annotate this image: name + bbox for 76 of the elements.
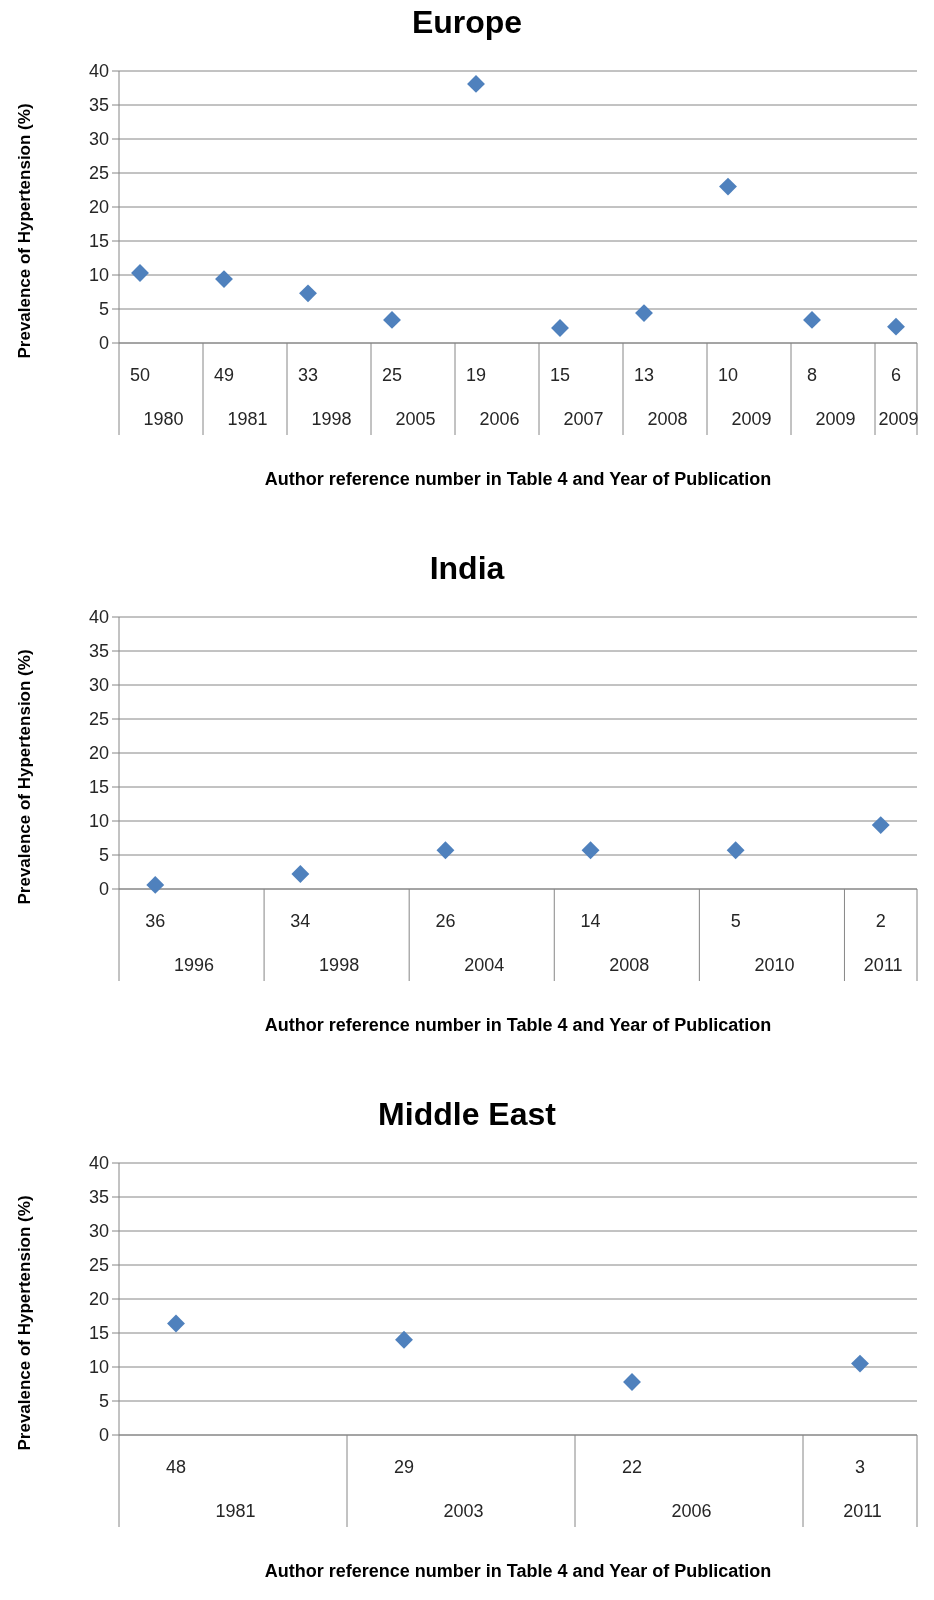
category-label: 36 1996 [145, 911, 215, 975]
point [436, 841, 455, 860]
y-tick-label: 20 [88, 743, 109, 764]
y-tick-label: 5 [98, 845, 109, 866]
category-label: 25 2005 [381, 365, 436, 429]
y-tick-label: 30 [88, 1221, 109, 1242]
y-tick-label: 25 [88, 709, 109, 730]
y-tick-label: 40 [88, 1153, 109, 1174]
y-tick-label: 0 [98, 879, 109, 900]
x-axis-title: Author reference number in Table 4 and Year of Publication [264, 469, 772, 489]
category-label: 33 1998 [297, 365, 352, 429]
y-tick-label: 10 [88, 265, 109, 286]
y-tick-label: 35 [88, 95, 109, 116]
point [887, 317, 905, 336]
y-tick-label: 15 [88, 777, 109, 798]
y-tick-label: 25 [88, 1255, 109, 1276]
point [803, 310, 821, 329]
y-tick-label: 40 [88, 607, 109, 628]
y-tick-label: 30 [88, 675, 109, 696]
x-axis-title: Author reference number in Table 4 and Year of Publication [264, 1015, 772, 1035]
y-axis-title: Prevalence of Hypertension (%) [15, 649, 34, 905]
category-label: 8 2009 [806, 365, 856, 429]
category-label: 15 2007 [549, 365, 604, 429]
y-tick-label: 10 [88, 811, 109, 832]
point [215, 270, 233, 289]
point [635, 304, 653, 323]
y-tick-label: 20 [88, 197, 109, 218]
chart-title: Europe [411, 4, 523, 40]
y-tick-label: 15 [88, 231, 109, 252]
y-tick-label: 5 [98, 299, 109, 320]
category-label: 50 1980 [129, 365, 184, 429]
point [299, 284, 317, 303]
y-tick-label: 0 [98, 1425, 109, 1446]
category-label: 29 2003 [393, 1457, 484, 1521]
category-label: 34 1998 [290, 911, 360, 975]
category-label: 3 2011 [843, 1457, 882, 1521]
chart-title: Middle East [378, 1096, 557, 1132]
point [291, 865, 310, 883]
category-label: 2 2011 [863, 911, 903, 975]
category-label: 22 2006 [621, 1457, 712, 1521]
point [719, 177, 737, 196]
y-tick-label: 35 [88, 641, 109, 662]
point [726, 841, 745, 860]
point [383, 310, 401, 329]
category-label: 14 2008 [580, 911, 650, 975]
y-tick-label: 5 [98, 1391, 109, 1412]
point [131, 264, 149, 282]
category-label: 13 2008 [633, 365, 688, 429]
category-label: 6 2009 [878, 365, 919, 429]
y-tick-label: 10 [88, 1357, 109, 1378]
y-tick-label: 20 [88, 1289, 109, 1310]
point [551, 319, 569, 337]
category-label: 49 1981 [213, 365, 268, 429]
category-label: 48 1981 [165, 1457, 256, 1521]
point [851, 1354, 869, 1373]
point [581, 841, 600, 860]
x-axis-title: Author reference number in Table 4 and Year of Publication [264, 1561, 772, 1581]
y-tick-label: 30 [88, 129, 109, 150]
point [395, 1330, 413, 1349]
point [146, 875, 165, 894]
category-label: 10 2009 [717, 365, 772, 429]
y-tick-label: 35 [88, 1187, 109, 1208]
chart-title: India [429, 550, 505, 586]
point [871, 816, 890, 835]
category-label: 19 2006 [465, 365, 520, 429]
y-tick-label: 15 [88, 1323, 109, 1344]
category-label: 5 2010 [730, 911, 795, 975]
category-label: 26 2004 [435, 911, 505, 975]
point [167, 1314, 185, 1333]
point [467, 74, 485, 93]
y-tick-label: 0 [98, 333, 109, 354]
y-tick-label: 40 [88, 61, 109, 82]
y-axis-title: Prevalence of Hypertension (%) [15, 103, 34, 359]
y-tick-label: 25 [88, 163, 109, 184]
point [623, 1373, 641, 1391]
y-axis-title: Prevalence of Hypertension (%) [15, 1195, 34, 1451]
